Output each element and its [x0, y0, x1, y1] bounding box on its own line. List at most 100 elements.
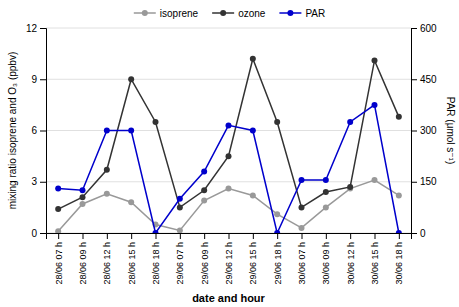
grid	[46, 28, 411, 233]
tick-mark	[411, 131, 417, 132]
tick-mark	[156, 233, 157, 239]
point	[274, 230, 280, 233]
axis-line	[412, 29, 418, 234]
tick-label: 28/06 12 h	[102, 242, 112, 285]
tick: 30/06 07 h	[297, 233, 307, 285]
tick-label: 28/06 09 h	[78, 242, 88, 285]
tick: 30/06 12 h	[346, 233, 356, 285]
point	[80, 194, 86, 200]
point	[104, 128, 110, 134]
point	[201, 187, 207, 193]
point	[250, 128, 256, 134]
point	[128, 128, 134, 134]
point	[347, 119, 353, 125]
tick-label: 28/06 18 h	[151, 242, 161, 285]
tick-mark	[399, 233, 400, 239]
point	[372, 57, 378, 63]
point	[153, 230, 159, 233]
tick: 0	[411, 228, 426, 239]
tick-label: 600	[420, 23, 437, 34]
tick-mark	[411, 79, 417, 80]
tick: 12	[26, 23, 46, 34]
tick-label: 3	[31, 176, 37, 187]
tick: 6	[31, 125, 46, 136]
tick-mark	[204, 233, 205, 239]
point	[396, 230, 402, 233]
tick-mark	[411, 233, 417, 234]
tick-label: 9	[31, 74, 37, 85]
legend-item: ozone	[212, 8, 266, 19]
legend-label: ozone	[238, 8, 266, 19]
point	[250, 56, 256, 62]
tick-mark	[302, 233, 303, 239]
point	[226, 122, 232, 128]
tick-label: 28/06 15 h	[127, 242, 137, 285]
point	[347, 184, 353, 190]
chart: 28/06 07 h 28/06 09 h 28/06 12 h 28/06 15 h…	[0, 0, 459, 307]
tick: 29/06 07 h	[175, 233, 185, 285]
point	[128, 76, 134, 82]
point	[153, 119, 159, 125]
legend-marker	[287, 10, 293, 16]
tick: 30/06 09 h	[321, 233, 331, 285]
legend-label: isoprene	[160, 8, 199, 19]
tick-mark	[375, 233, 376, 239]
tick-label: 150	[420, 176, 437, 187]
tick: 3	[31, 176, 46, 187]
legend-marker	[142, 10, 148, 16]
tick-label: 29/06 15 h	[248, 242, 258, 285]
tick: 600	[411, 23, 437, 34]
tick-label: 29/06 18 h	[273, 242, 283, 285]
point	[274, 211, 280, 217]
series-line	[58, 59, 399, 209]
point	[55, 186, 61, 192]
tick-label: 300	[420, 125, 437, 136]
point	[226, 186, 232, 192]
tick: 28/06 07 h	[54, 233, 64, 285]
point	[299, 177, 305, 183]
point	[226, 153, 232, 159]
tick-mark	[411, 28, 417, 29]
grid-line	[46, 130, 411, 131]
grid-line	[46, 28, 411, 29]
tick: 28/06 15 h	[127, 233, 137, 285]
point	[104, 191, 110, 197]
point	[372, 177, 378, 183]
tick-mark	[180, 233, 181, 239]
tick: 29/06 12 h	[224, 233, 234, 285]
tick-mark	[229, 233, 230, 239]
point	[396, 114, 402, 120]
tick: 28/06 09 h	[78, 233, 88, 285]
point	[55, 228, 61, 233]
tick-label: 0	[31, 228, 37, 239]
y2-axis: 0 150 300 450 600	[411, 23, 437, 239]
tick-label: 30/06 18 h	[394, 242, 404, 285]
point	[201, 169, 207, 175]
marks	[55, 56, 402, 233]
tick: 450	[411, 74, 437, 85]
legend-label: PAR	[305, 8, 325, 19]
point	[55, 206, 61, 212]
tick: 0	[31, 228, 46, 239]
tick: 9	[31, 74, 46, 85]
axis-line	[47, 234, 412, 240]
y2-axis-title: PAR (μmol s⁻¹)	[445, 97, 456, 165]
point	[299, 204, 305, 210]
y-axis: 0 3 6 9 12	[26, 23, 47, 239]
tick: 30/06 18 h	[394, 233, 404, 285]
tick-label: 30/06 09 h	[321, 242, 331, 285]
legend-item: isoprene	[134, 8, 199, 19]
tick-mark	[40, 79, 46, 80]
tick-mark	[58, 233, 59, 239]
grid-line	[46, 79, 411, 80]
y-axis-title: mixing ratio isoprene and O₃ (ppbv)	[7, 52, 18, 209]
tick-mark	[107, 233, 108, 239]
point	[299, 225, 305, 231]
tick-label: 29/06 07 h	[175, 242, 185, 285]
tick-label: 30/06 15 h	[370, 242, 380, 285]
tick-mark	[277, 233, 278, 239]
tick-mark	[83, 233, 84, 239]
tick-label: 30/06 07 h	[297, 242, 307, 285]
tick: 150	[411, 176, 437, 187]
point	[80, 187, 86, 193]
